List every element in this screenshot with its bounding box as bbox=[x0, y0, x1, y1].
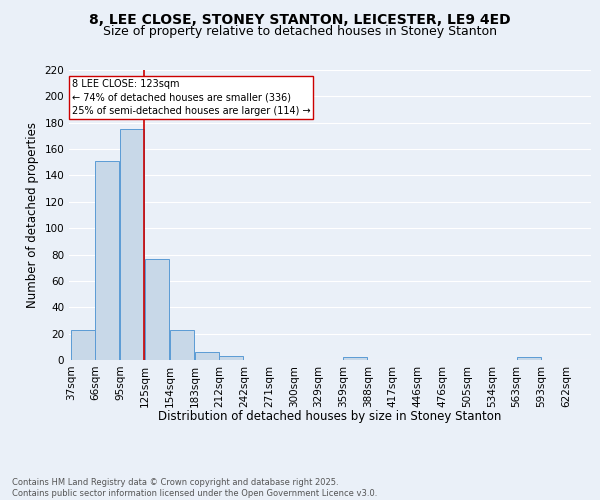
Text: 8, LEE CLOSE, STONEY STANTON, LEICESTER, LE9 4ED: 8, LEE CLOSE, STONEY STANTON, LEICESTER,… bbox=[89, 12, 511, 26]
Y-axis label: Number of detached properties: Number of detached properties bbox=[26, 122, 39, 308]
Bar bbox=[145, 258, 169, 360]
X-axis label: Distribution of detached houses by size in Stoney Stanton: Distribution of detached houses by size … bbox=[158, 410, 502, 423]
Bar bbox=[120, 130, 144, 360]
Bar bbox=[194, 352, 218, 360]
Bar bbox=[517, 358, 541, 360]
Text: 8 LEE CLOSE: 123sqm
← 74% of detached houses are smaller (336)
25% of semi-detac: 8 LEE CLOSE: 123sqm ← 74% of detached ho… bbox=[71, 79, 310, 116]
Bar bbox=[71, 330, 95, 360]
Text: Size of property relative to detached houses in Stoney Stanton: Size of property relative to detached ho… bbox=[103, 25, 497, 38]
Bar bbox=[95, 161, 119, 360]
Bar bbox=[343, 358, 367, 360]
Text: Contains HM Land Registry data © Crown copyright and database right 2025.
Contai: Contains HM Land Registry data © Crown c… bbox=[12, 478, 377, 498]
Bar bbox=[220, 356, 243, 360]
Bar bbox=[170, 330, 194, 360]
